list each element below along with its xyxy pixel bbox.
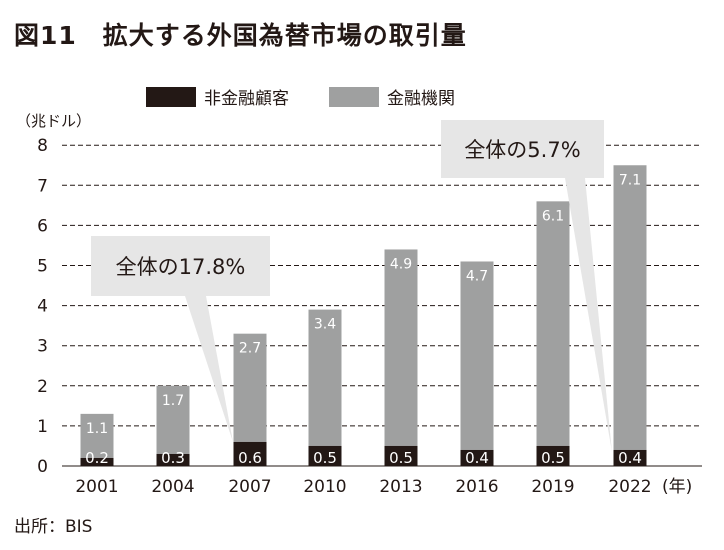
bar-financial bbox=[384, 249, 418, 446]
data-label-nonfinancial: 0.4 bbox=[618, 449, 642, 467]
data-label-nonfinancial: 0.6 bbox=[238, 449, 262, 467]
bar-nonfinancial bbox=[384, 445, 418, 466]
bar-nonfinancial bbox=[308, 445, 342, 466]
bar-financial bbox=[80, 413, 114, 458]
x-tick-label: 2010 bbox=[303, 477, 346, 497]
data-label-financial: 2.7 bbox=[239, 341, 261, 357]
y-tick-label: 0 bbox=[37, 457, 48, 477]
data-label-financial: 6.1 bbox=[542, 208, 564, 224]
bar-financial bbox=[536, 201, 570, 446]
data-label-nonfinancial: 0.2 bbox=[85, 449, 109, 467]
data-label-financial: 7.1 bbox=[619, 172, 641, 188]
callout-text: 全体の5.7% bbox=[464, 138, 580, 162]
callout-text: 全体の17.8% bbox=[116, 255, 246, 279]
y-tick-label: 2 bbox=[37, 377, 48, 397]
data-label-financial: 3.4 bbox=[314, 317, 336, 333]
y-tick-label: 5 bbox=[37, 257, 48, 277]
bar-financial bbox=[460, 261, 494, 450]
y-tick-label: 7 bbox=[37, 176, 48, 196]
legend-label-nonfinancial: 非金融顧客 bbox=[204, 89, 289, 109]
callout-pointer bbox=[565, 178, 612, 452]
x-tick-label: 2019 bbox=[531, 477, 574, 497]
bar-nonfinancial bbox=[233, 441, 267, 466]
y-axis-unit: （兆ドル） bbox=[16, 112, 92, 130]
x-tick-label: 2004 bbox=[151, 477, 194, 497]
bar-financial bbox=[308, 309, 342, 446]
data-label-financial: 4.7 bbox=[466, 268, 488, 284]
x-tick-label: 2013 bbox=[379, 477, 422, 497]
data-label-financial: 1.7 bbox=[162, 393, 184, 409]
x-axis-unit: (年) bbox=[662, 477, 692, 497]
callout-pointer bbox=[185, 296, 233, 442]
y-tick-label: 6 bbox=[37, 216, 48, 236]
x-tick-label: 2016 bbox=[455, 477, 498, 497]
data-label-nonfinancial: 0.5 bbox=[389, 449, 413, 467]
callout-box bbox=[441, 120, 604, 178]
y-tick-label: 3 bbox=[37, 337, 48, 357]
bar-nonfinancial bbox=[80, 457, 114, 466]
bar-financial bbox=[613, 165, 647, 450]
bar-nonfinancial bbox=[460, 449, 494, 466]
y-tick-label: 8 bbox=[37, 136, 48, 156]
y-tick-label: 1 bbox=[37, 417, 48, 437]
data-label-financial: 4.9 bbox=[390, 256, 412, 272]
data-label-nonfinancial: 0.4 bbox=[465, 449, 489, 467]
callout-box bbox=[91, 236, 270, 296]
bar-financial bbox=[233, 333, 267, 442]
data-label-nonfinancial: 0.5 bbox=[313, 449, 337, 467]
data-label-nonfinancial: 0.3 bbox=[161, 449, 185, 467]
x-tick-label: 2022 bbox=[608, 477, 651, 497]
legend-item-nonfinancial: 非金融顧客 bbox=[146, 84, 289, 109]
legend-label-financial: 金融機関 bbox=[387, 89, 455, 109]
legend: 非金融顧客 金融機関 bbox=[146, 84, 455, 109]
legend-swatch-nonfinancial bbox=[146, 86, 196, 107]
bar-nonfinancial bbox=[613, 449, 647, 466]
y-tick-label: 4 bbox=[37, 297, 48, 317]
legend-swatch-financial bbox=[329, 86, 379, 107]
x-tick-label: 2001 bbox=[75, 477, 118, 497]
bar-financial bbox=[156, 385, 190, 454]
data-label-financial: 1.1 bbox=[86, 421, 108, 437]
bar-nonfinancial bbox=[536, 445, 570, 466]
source-note: 出所：BIS bbox=[14, 517, 93, 537]
data-label-nonfinancial: 0.5 bbox=[541, 449, 565, 467]
legend-item-financial: 金融機関 bbox=[329, 84, 455, 109]
x-tick-label: 2007 bbox=[228, 477, 271, 497]
bar-nonfinancial bbox=[156, 453, 190, 466]
chart-title: 図11 拡大する外国為替市場の取引量 bbox=[14, 21, 467, 50]
